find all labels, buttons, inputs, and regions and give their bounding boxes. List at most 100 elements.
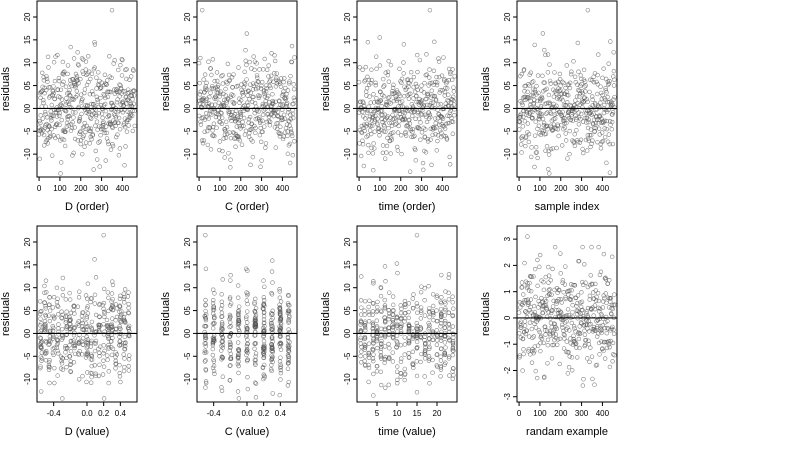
data-point (607, 344, 612, 350)
data-point (201, 77, 206, 82)
data-point (540, 116, 546, 122)
data-point (538, 97, 544, 102)
data-point (203, 308, 208, 314)
data-point (203, 302, 208, 307)
data-point (236, 347, 241, 352)
data-point (213, 114, 219, 120)
data-point (402, 366, 407, 372)
data-point (79, 339, 85, 344)
data-point (557, 76, 563, 82)
data-point (100, 372, 106, 377)
data-point (575, 139, 581, 145)
data-point (291, 82, 296, 87)
data-point (431, 317, 436, 323)
data-point (542, 374, 547, 380)
data-point (379, 382, 384, 388)
data-point (593, 107, 598, 112)
data-point (286, 379, 291, 385)
data-point (117, 304, 123, 309)
data-point (77, 289, 82, 294)
data-point (581, 150, 586, 156)
x-tick-label: 0.4 (115, 409, 127, 418)
data-point (38, 342, 43, 347)
data-point (609, 311, 614, 317)
data-point (526, 302, 531, 307)
data-point (269, 342, 275, 347)
data-point (611, 97, 616, 102)
data-point (532, 42, 537, 48)
data-point (407, 335, 412, 340)
data-point (132, 88, 137, 94)
data-point (115, 97, 120, 102)
data-point (382, 334, 388, 340)
data-point (89, 371, 95, 376)
data-point (371, 168, 376, 173)
data-point (58, 354, 64, 359)
data-point (357, 110, 362, 115)
data-point (547, 78, 553, 84)
data-point (368, 108, 373, 113)
data-point (554, 326, 559, 331)
data-point (545, 361, 550, 366)
data-point (97, 301, 102, 307)
data-point (210, 326, 216, 331)
data-point (571, 324, 577, 329)
data-point (236, 318, 242, 324)
data-point (82, 87, 88, 92)
data-point (210, 346, 216, 352)
data-point (568, 297, 574, 303)
data-point (556, 297, 561, 302)
data-point (412, 133, 417, 139)
data-point (262, 362, 267, 368)
data-point (67, 87, 72, 93)
data-point (105, 353, 110, 358)
data-point (527, 83, 532, 88)
data-point (270, 335, 275, 340)
data-point (227, 378, 233, 383)
data-point (395, 270, 400, 276)
data-point (85, 370, 90, 375)
data-point (58, 102, 63, 107)
data-point (49, 113, 55, 119)
data-point (537, 252, 543, 258)
data-point (527, 334, 532, 339)
data-point (258, 125, 263, 131)
data-point (42, 109, 48, 115)
data-point (219, 111, 224, 116)
data-point (415, 345, 420, 350)
data-point (578, 320, 584, 325)
data-point (214, 125, 219, 130)
data-point (88, 340, 94, 346)
data-point (96, 111, 102, 116)
data-point (394, 314, 400, 319)
data-point (269, 292, 275, 297)
data-point (254, 73, 260, 78)
data-point (358, 337, 363, 343)
data-point (100, 115, 105, 121)
data-point (237, 111, 243, 116)
data-point (278, 355, 283, 360)
data-point (427, 81, 433, 86)
data-point (384, 150, 389, 155)
data-point (72, 304, 77, 309)
x-tick-label: 200 (74, 184, 88, 193)
data-point (604, 118, 610, 124)
data-point (576, 69, 581, 74)
data-point (551, 94, 557, 99)
data-point (594, 117, 600, 122)
data-point (430, 100, 436, 105)
data-point (217, 91, 223, 97)
data-point (44, 74, 49, 79)
data-point (399, 76, 405, 82)
data-point (126, 290, 131, 295)
data-point (235, 312, 241, 318)
data-point (245, 100, 250, 105)
data-point (242, 82, 248, 87)
data-point (451, 89, 457, 94)
data-point (577, 88, 582, 94)
x-tick-label: 100 (53, 184, 67, 193)
y-tick-label: 05 (503, 81, 512, 90)
data-point (531, 334, 537, 339)
data-point (286, 309, 292, 315)
data-point (429, 162, 434, 167)
